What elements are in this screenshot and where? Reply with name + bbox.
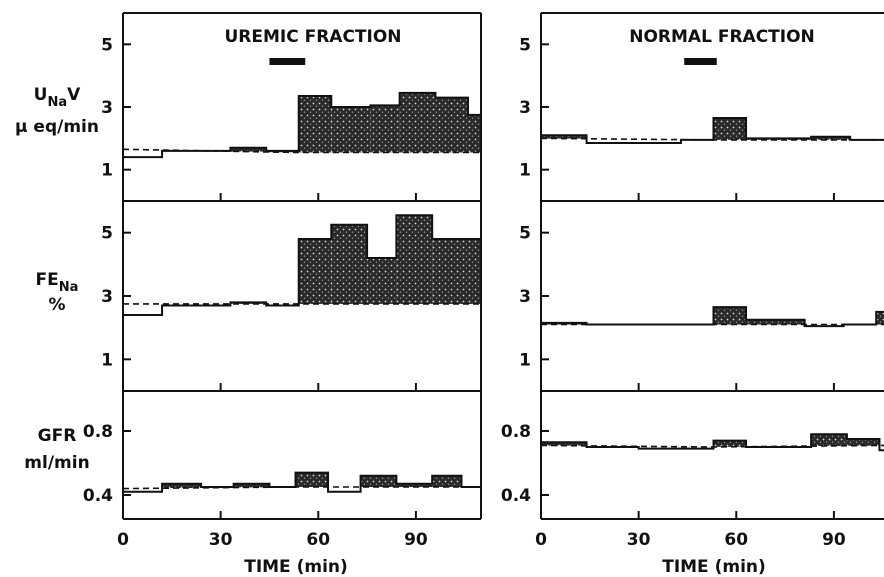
y-tick-label: 5 — [101, 224, 113, 244]
y-axis-unit: µ eq/min — [15, 117, 99, 137]
step-fill — [230, 147, 267, 152]
step-fill — [360, 475, 397, 487]
step-fill — [295, 472, 329, 487]
step-fill — [298, 96, 332, 153]
y-axis-label: FENa — [36, 270, 79, 295]
step-fill — [467, 114, 481, 153]
y-tick-label: 5 — [101, 35, 113, 55]
infusion-bar — [269, 58, 306, 65]
y-tick-label: 3 — [519, 287, 531, 307]
y-tick-label: 0.4 — [501, 486, 531, 506]
step-fill — [331, 107, 371, 153]
panel-title: NORMAL FRACTION — [629, 27, 815, 47]
step-line — [541, 433, 884, 452]
step-fill — [811, 434, 847, 446]
step-fill — [541, 135, 587, 139]
step-line — [123, 471, 481, 493]
y-axis-label: UNaV — [34, 85, 81, 110]
y-tick-label: 0.8 — [83, 422, 113, 442]
y-tick-label: 1 — [519, 161, 531, 181]
row-1: 1 3 5 — [519, 224, 884, 392]
x-tick-label: 30 — [627, 530, 651, 550]
y-axis-unit: ml/min — [24, 453, 89, 473]
x-axis-title: TIME (min) — [662, 557, 766, 577]
panel-1: NORMAL FRACTION 1 3 5 1 3 5 0.4 0.8 0 30 60 90 TIME (… — [501, 12, 884, 577]
row-0: 1 3 5 — [101, 35, 481, 202]
step-line — [541, 116, 884, 145]
step-fill — [331, 224, 368, 304]
x-tick-label: 90 — [822, 530, 846, 550]
x-tick-label: 60 — [724, 530, 748, 550]
step-fill — [713, 117, 747, 140]
row-0: 1 3 5 — [519, 35, 884, 202]
y-tick-label: 3 — [101, 98, 113, 118]
y-axis-unit: % — [48, 295, 65, 315]
step-fill — [396, 483, 433, 487]
step-fill — [713, 307, 747, 325]
y-axis-label: GFR — [38, 426, 77, 446]
step-line — [123, 91, 481, 159]
row-2: 0.4 0.8 — [501, 422, 884, 520]
step-fill — [162, 483, 202, 489]
baseline-dashed — [540, 444, 884, 448]
y-tick-label: 0.4 — [83, 486, 113, 506]
step-fill — [432, 475, 462, 487]
baseline-dashed — [122, 486, 481, 490]
x-tick-label: 90 — [404, 530, 428, 550]
row-1: 1 3 5 — [101, 214, 481, 392]
x-tick-label: 0 — [535, 530, 547, 550]
step-fill — [435, 97, 468, 153]
step-fill — [713, 440, 747, 447]
step-fill — [541, 442, 587, 446]
step-fill — [396, 215, 433, 304]
y-tick-label: 0.8 — [501, 422, 531, 442]
x-axis-title: TIME (min) — [244, 557, 348, 577]
x-tick-label: 30 — [209, 530, 233, 550]
y-tick-label: 5 — [519, 35, 531, 55]
step-fill — [370, 105, 400, 153]
step-fill — [432, 239, 481, 304]
y-tick-label: 3 — [101, 287, 113, 307]
y-tick-label: 1 — [519, 350, 531, 370]
step-fill — [399, 92, 436, 153]
y-tick-label: 1 — [101, 161, 113, 181]
row-2: 0.4 0.8 — [83, 422, 481, 520]
y-tick-label: 3 — [519, 98, 531, 118]
step-fill — [746, 319, 805, 325]
step-line — [541, 306, 884, 328]
step-fill — [876, 311, 884, 325]
step-fill — [811, 136, 851, 140]
step-fill — [367, 258, 397, 304]
x-tick-label: 60 — [306, 530, 330, 550]
step-line — [123, 214, 481, 316]
y-tick-label: 5 — [519, 224, 531, 244]
baseline-dashed — [540, 137, 884, 141]
y-tick-label: 1 — [101, 350, 113, 370]
step-fill — [846, 439, 880, 446]
panel-0: UREMIC FRACTION 1 3 5 1 3 5 0.4 0.8 0 30 60 90 TIME (… — [83, 12, 482, 577]
x-tick-label: 0 — [117, 530, 129, 550]
step-fill — [233, 483, 270, 488]
infusion-bar — [684, 58, 717, 65]
panel-title: UREMIC FRACTION — [224, 27, 401, 47]
baseline-dashed — [122, 148, 481, 154]
step-fill — [298, 239, 332, 304]
